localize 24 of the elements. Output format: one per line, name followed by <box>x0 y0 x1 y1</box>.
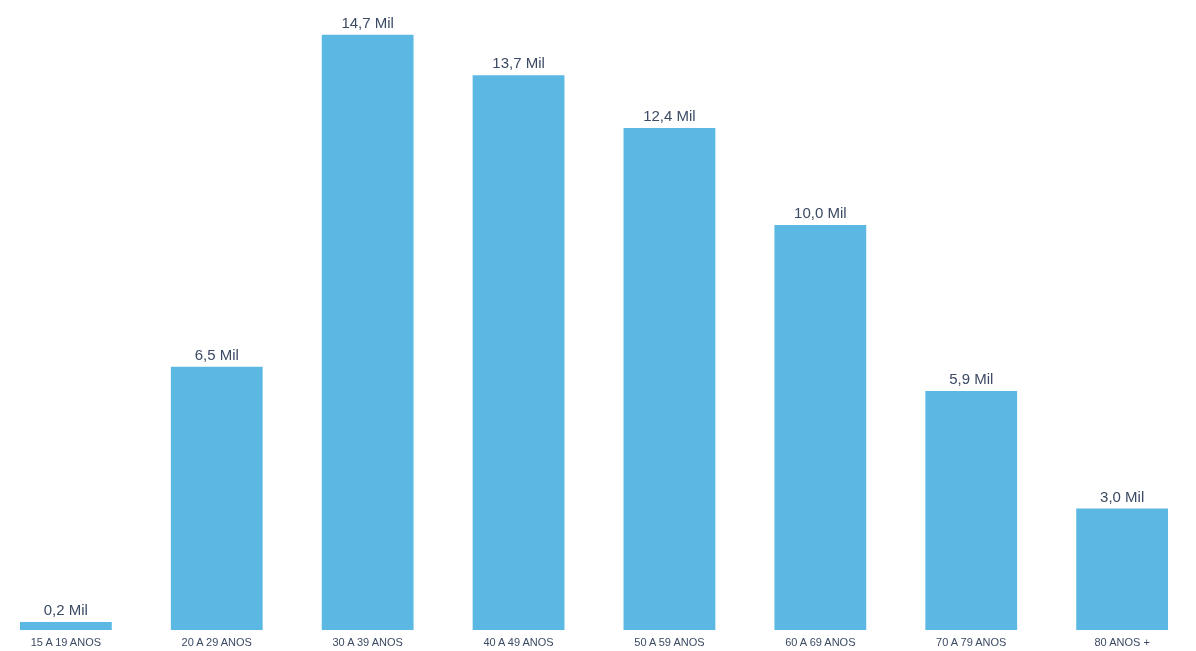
bar <box>170 366 263 630</box>
bar <box>925 391 1018 630</box>
x-tick-label: 15 A 19 ANOS <box>30 635 102 648</box>
x-tick-label: 40 A 49 ANOS <box>483 635 554 648</box>
bar <box>472 75 565 630</box>
x-tick-label: 20 A 29 ANOS <box>181 635 252 648</box>
data-label: 6,5 Mil <box>194 345 239 363</box>
data-label: 3,0 Mil <box>1100 487 1145 505</box>
x-tick-label: 70 A 79 ANOS <box>936 635 1007 648</box>
x-tick-label: 50 A 59 ANOS <box>634 635 705 648</box>
data-label: 14,7 Mil <box>341 13 394 31</box>
bar <box>321 34 414 630</box>
bar <box>19 621 112 630</box>
x-tick-label: 60 A 69 ANOS <box>785 635 856 648</box>
data-label: 10,0 Mil <box>794 204 847 222</box>
data-label: 12,4 Mil <box>643 106 696 124</box>
bar <box>623 127 716 630</box>
data-label: 13,7 Mil <box>492 54 545 72</box>
bar <box>1076 508 1169 630</box>
data-label: 5,9 Mil <box>949 370 994 388</box>
x-tick-label: 80 ANOS + <box>1094 635 1150 648</box>
bar <box>774 225 867 630</box>
x-tick-label: 30 A 39 ANOS <box>332 635 403 648</box>
data-label: 0,2 Mil <box>43 600 88 618</box>
